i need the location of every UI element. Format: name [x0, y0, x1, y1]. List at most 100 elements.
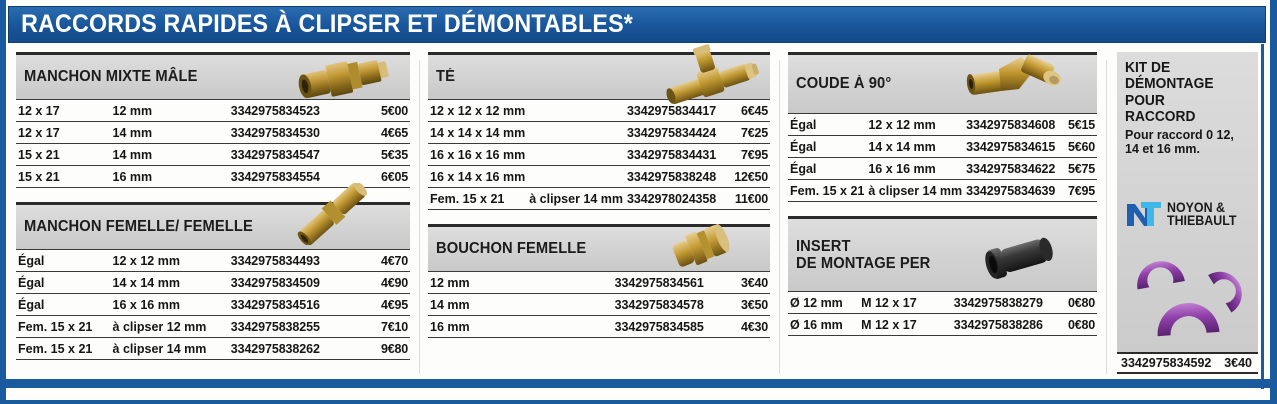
table-row[interactable]: Ø 16 mm M 12 x 17 3342975838286 0€80 — [788, 313, 1097, 336]
column-4: KIT DE DÉMONTAGE POUR RACCORD Pour racco… — [1107, 52, 1266, 382]
cell-reference: 3342975838279 — [951, 291, 1048, 314]
cell-variant: 12 mm — [110, 99, 229, 122]
cell-size: 14 mm — [428, 293, 524, 316]
cell-variant: M 12 x 17 — [859, 291, 952, 314]
cell-variant — [527, 99, 626, 122]
section-top-rule — [16, 202, 410, 205]
table-body: 12 x 12 x 12 mm 3342975834417 6€45 14 x … — [428, 99, 770, 210]
table-row[interactable]: 15 x 21 14 mm 3342975834547 5€35 — [16, 143, 410, 166]
section-top-rule — [16, 52, 410, 55]
cell-size: Égal — [788, 135, 867, 158]
cell-price: 5€15 — [1058, 113, 1097, 136]
cell-price: 5€75 — [1058, 157, 1097, 180]
cell-size: Égal — [16, 271, 111, 294]
table-row[interactable]: 12 mm 3342975834561 3€40 — [428, 271, 770, 294]
cell-size: Fem. 15 x 21 — [16, 337, 111, 360]
price-table-coude-90: Égal 12 x 12 mm 3342975834608 5€15 Égal … — [788, 113, 1097, 202]
table-row[interactable]: 16 x 14 x 16 mm 3342975838248 12€50 — [428, 165, 770, 188]
brass-female-cap-photo — [672, 223, 730, 267]
cell-size: 15 x 21 — [16, 143, 111, 166]
cell-price: 6€05 — [346, 165, 410, 188]
kit-reference: 3342975834592 — [1121, 356, 1212, 370]
brand-text: NOYON & THIEBAULT — [1167, 200, 1236, 228]
cell-reference: 3342975834516 — [228, 293, 347, 316]
table-row[interactable]: Égal 12 x 12 mm 3342975834608 5€15 — [788, 113, 1097, 136]
cell-reference: 3342975834639 — [964, 179, 1059, 202]
table-row[interactable]: 16 mm 3342975834585 4€30 — [428, 315, 770, 338]
cell-size: 16 x 16 x 16 mm — [428, 143, 528, 166]
cell-price: 5€35 — [346, 143, 410, 166]
section-manchon-mixte-male: MANCHON MIXTE MÂLE — [14, 52, 412, 188]
cell-variant: 16 x 16 mm — [110, 293, 229, 316]
cell-variant: à clipser 14 mm — [527, 187, 626, 210]
table-row[interactable]: 14 mm 3342975834578 3€50 — [428, 293, 770, 316]
cell-variant — [527, 143, 626, 166]
footer-blue-bar-secondary — [6, 400, 1270, 404]
table-row[interactable]: Égal 16 x 16 mm 3342975834516 4€95 — [16, 293, 410, 316]
table-row[interactable]: Ø 12 mm M 12 x 17 3342975838279 0€80 — [788, 291, 1097, 314]
cell-reference: 3342975834615 — [964, 135, 1059, 158]
page-title: RACCORDS RAPIDES À CLIPSER ET DÉMONTABLE… — [21, 10, 634, 38]
cell-price: 5€60 — [1058, 135, 1097, 158]
column-divider — [419, 60, 420, 374]
table-row[interactable]: Égal 16 x 16 mm 3342975834622 5€75 — [788, 157, 1097, 180]
section-top-rule — [788, 52, 1097, 55]
cell-reference: 3342975834530 — [228, 121, 347, 144]
cell-size: Fem. 15 x 21 — [428, 187, 528, 210]
cell-price: 5€00 — [346, 99, 410, 122]
table-row[interactable]: Égal 12 x 12 mm 3342975834493 4€70 — [16, 249, 410, 272]
cell-price: 0€80 — [1047, 313, 1097, 336]
section-header: MANCHON MIXTE MÂLE — [16, 55, 410, 99]
catalog-columns: MANCHON MIXTE MÂLE — [8, 44, 1266, 382]
cell-price: 3€50 — [715, 293, 770, 316]
cell-size: Fem. 15 x 21 — [788, 179, 867, 202]
table-row[interactable]: Égal 14 x 14 mm 3342975834615 5€60 — [788, 135, 1097, 158]
cell-price: 7€10 — [346, 315, 410, 338]
cell-variant: à clipser 14 mm — [110, 337, 229, 360]
section-te: TÉ — [426, 44, 772, 210]
table-row[interactable]: Fem. 15 x 21 à clipser 14 mm 33429780243… — [428, 187, 770, 210]
table-row[interactable]: Fem. 15 x 21 à clipser 14 mm 33429758346… — [788, 179, 1097, 202]
table-row[interactable]: 14 x 14 x 14 mm 3342975834424 7€25 — [428, 121, 770, 144]
cell-reference: 3342975838262 — [228, 337, 347, 360]
section-title: MANCHON MIXTE MÂLE — [24, 68, 198, 86]
cell-variant — [527, 165, 626, 188]
section-top-rule — [428, 52, 770, 55]
cell-variant: 14 mm — [110, 143, 229, 166]
cell-reference: 3342975838286 — [951, 313, 1048, 336]
cell-variant: 12 x 12 mm — [110, 249, 229, 272]
cell-size: Égal — [16, 249, 111, 272]
cell-variant: à clipser 12 mm — [110, 315, 229, 338]
column-divider — [1106, 60, 1107, 374]
column-divider — [779, 60, 780, 374]
table-row[interactable]: 15 x 21 16 mm 3342975834554 6€05 — [16, 165, 410, 188]
cell-variant: 14 x 14 mm — [866, 135, 965, 158]
table-row[interactable]: 12 x 17 14 mm 3342975834530 4€65 — [16, 121, 410, 144]
right-inner-blue-stripe — [1261, 44, 1264, 389]
section-top-rule — [428, 224, 770, 227]
column-1: MANCHON MIXTE MÂLE — [8, 52, 420, 382]
section-header: MANCHON FEMELLE/ FEMELLE — [16, 183, 410, 249]
cell-size: 12 mm — [428, 271, 524, 294]
price-table-manchon-mixte-male: 12 x 17 12 mm 3342975834523 5€00 12 x 17… — [16, 99, 410, 188]
table-body: Égal 12 x 12 mm 3342975834493 4€70 Égal … — [16, 249, 410, 360]
section-insert-montage-per: INSERT DE MONTAGE PER — [786, 216, 1099, 336]
cell-size: Fem. 15 x 21 — [16, 315, 111, 338]
table-row[interactable]: Fem. 15 x 21 à clipser 14 mm 33429758382… — [16, 337, 410, 360]
cell-variant: M 12 x 17 — [859, 313, 952, 336]
cell-variant: à clipser 14 mm — [866, 179, 965, 202]
cell-price: 11€00 — [723, 187, 770, 210]
kit-price-row[interactable]: 3342975834592 3€40 — [1117, 352, 1258, 374]
price-table-manchon-femelle-femelle: Égal 12 x 12 mm 3342975834493 4€70 Égal … — [16, 249, 410, 360]
table-row[interactable]: Égal 14 x 14 mm 3342975834509 4€90 — [16, 271, 410, 294]
table-row[interactable]: 16 x 16 x 16 mm 3342975834431 7€95 — [428, 143, 770, 166]
kit-title: KIT DE DÉMONTAGE POUR RACCORD — [1125, 60, 1214, 126]
table-row[interactable]: Fem. 15 x 21 à clipser 12 mm 33429758382… — [16, 315, 410, 338]
table-row[interactable]: 12 x 17 12 mm 3342975834523 5€00 — [16, 99, 410, 122]
cell-reference: 3342975834523 — [228, 99, 347, 122]
cell-reference: 3342975834554 — [228, 165, 347, 188]
cell-reference: 3342975834424 — [625, 121, 724, 144]
cell-size: 14 x 14 x 14 mm — [428, 121, 528, 144]
table-row[interactable]: 12 x 12 x 12 mm 3342975834417 6€45 — [428, 99, 770, 122]
